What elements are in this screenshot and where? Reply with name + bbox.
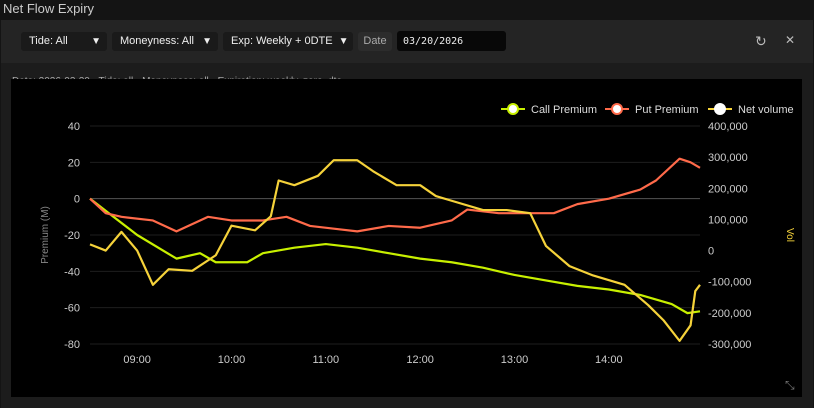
y2-tick-label: -200,000 — [708, 308, 751, 320]
y-tick-label: 0 — [74, 194, 80, 206]
chart: 40 20 0 -20 -40 -60 -80 400,000 300,000 200,000 10… — [11, 79, 802, 397]
legend-marker — [611, 103, 623, 115]
x-tick-label: 14:00 — [595, 354, 623, 366]
y2-tick-label: 300,000 — [708, 152, 748, 164]
x-tick-label: 10:00 — [218, 354, 246, 366]
legend-marker — [507, 103, 519, 115]
y-tick-label: -40 — [64, 266, 80, 278]
tide-select[interactable]: Tide: All ▼ — [21, 32, 107, 51]
close-icon[interactable]: ✕ — [785, 33, 796, 47]
refresh-icon[interactable]: ↻ — [755, 33, 767, 49]
page-title: Net Flow Expiry — [3, 1, 95, 16]
series-line-call-premium — [89, 197, 701, 315]
expiration-select[interactable]: Exp: Weekly + 0DTE ▼ — [223, 32, 353, 51]
legend-label: Net volume — [738, 104, 794, 116]
series-line-put-premium — [89, 157, 701, 233]
y-tick-label: 20 — [68, 157, 80, 169]
y-tick-label: -80 — [64, 339, 80, 351]
y2-tick-label: 200,000 — [708, 183, 748, 195]
date-label: Date — [358, 32, 392, 51]
y2-tick-label: -100,000 — [708, 277, 751, 289]
date-input[interactable] — [397, 31, 506, 51]
y2-tick-label: -300,000 — [708, 339, 751, 351]
tide-value: Tide: All — [29, 35, 68, 47]
y2-tick-label: 100,000 — [708, 214, 748, 226]
x-tick-label: 13:00 — [501, 354, 529, 366]
x-tick-label: 11:00 — [312, 354, 339, 366]
y-tick-label: -20 — [64, 230, 80, 242]
legend-label: Call Premium — [531, 104, 597, 116]
chart-svg: 40 20 0 -20 -40 -60 -80 400,000 300,000 200,000 10… — [40, 103, 795, 392]
legend-label: Put Premium — [635, 104, 699, 116]
moneyness-select[interactable]: Moneyness: All ▼ — [112, 32, 218, 51]
expiration-value: Exp: Weekly + 0DTE — [231, 35, 333, 47]
y-axis-label: Premium (M) — [40, 206, 51, 264]
y-tick-label: 40 — [68, 121, 80, 133]
y-tick-label: -60 — [64, 303, 80, 315]
y2-axis-label: Vol — [784, 228, 795, 242]
chevron-down-icon: ▼ — [338, 36, 349, 47]
chevron-down-icon: ▼ — [202, 36, 212, 47]
y2-tick-label: 400,000 — [708, 121, 748, 133]
y2-tick-label: 0 — [708, 246, 714, 258]
chevron-down-icon: ▼ — [91, 36, 101, 47]
series-line-net-volume — [89, 159, 701, 342]
toolbar: Tide: All ▼ Moneyness: All ▼ Exp: Weekly +… — [1, 20, 813, 63]
moneyness-value: Moneyness: All — [120, 35, 194, 47]
legend-marker — [714, 103, 726, 115]
x-tick-label: 12:00 — [406, 354, 434, 366]
x-tick-label: 09:00 — [123, 354, 151, 366]
expand-icon: ⤡ — [785, 378, 795, 392]
